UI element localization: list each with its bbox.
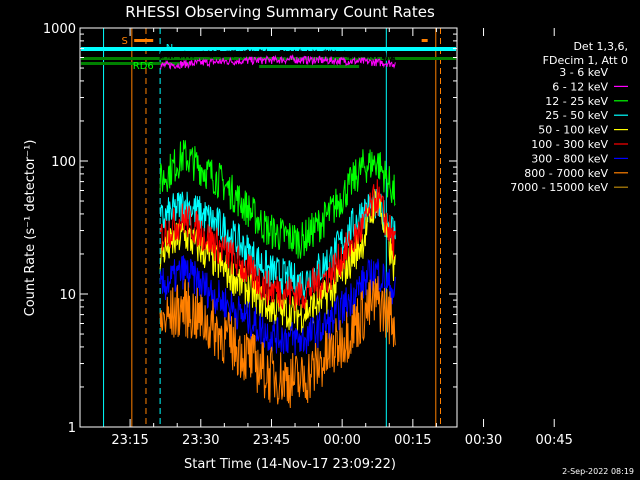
- series-line: [159, 140, 396, 259]
- plot-frame: [79, 27, 458, 428]
- flag-bar-s-end: [421, 39, 428, 42]
- y-axis-label: Count Rate (s⁻¹ detector⁻¹): [23, 140, 38, 317]
- series-line: [159, 48, 396, 63]
- x-tick-label: 00:00: [323, 433, 360, 448]
- x-tick-label: 23:30: [182, 433, 219, 448]
- legend-entry-label: 100 - 300 keV: [531, 138, 608, 151]
- series-line: [159, 276, 396, 409]
- y-tick-label: 100: [51, 155, 76, 170]
- legend-header-line: Det 1,3,6,: [573, 40, 628, 53]
- flag-label-rd6: RD6: [133, 61, 154, 72]
- legend-entry-label: 25 - 50 keV: [545, 109, 608, 122]
- chart-title: RHESSI Observing Summary Count Rates: [125, 3, 435, 21]
- legend-entry-label: 6 - 12 keV: [552, 80, 608, 93]
- y-tick-label: 10: [59, 288, 76, 303]
- legend-entry-label: 300 - 800 keV: [531, 152, 608, 165]
- x-tick-label: 23:45: [253, 433, 290, 448]
- legend-entry-label: 50 - 100 keV: [538, 124, 608, 137]
- flag-bar-green-3: [259, 65, 360, 68]
- y-tick-label: 1000: [43, 22, 76, 37]
- x-tick-label: 00:15: [394, 433, 431, 448]
- x-axis: 23:15 23:30 23:45 00:00 00:15 00:30 00:45: [111, 28, 573, 448]
- x-tick-label: 00:45: [535, 433, 572, 448]
- legend-header-line: FDecim 1, Att 0: [543, 54, 628, 67]
- x-axis-label: Start Time (14-Nov-17 23:09:22): [184, 457, 396, 472]
- flag-bar-s: [134, 39, 154, 42]
- series-line: [159, 179, 396, 311]
- series-line: [159, 188, 396, 300]
- series-line: [159, 54, 396, 70]
- x-tick-label: 23:15: [111, 433, 148, 448]
- footer-date: 2-Sep-2022 08:19: [562, 467, 634, 476]
- legend-entry-label: 800 - 7000 keV: [524, 167, 608, 180]
- legend-entry-label: 12 - 25 keV: [545, 95, 608, 108]
- flag-bar-green-2: [81, 62, 191, 65]
- x-tick-label: 00:30: [465, 433, 502, 448]
- series-line: [159, 255, 396, 356]
- legend-entry-label: 7000 - 15000 keV: [510, 181, 608, 194]
- y-tick-label: 1: [68, 421, 76, 436]
- flag-label-s: S: [121, 36, 127, 47]
- legend-entry-label: 3 - 6 keV: [559, 66, 608, 79]
- flag-bar-cyan: [81, 47, 456, 51]
- flag-label-n: N: [166, 43, 173, 54]
- y-axis: 1 10 100 1000: [43, 22, 457, 436]
